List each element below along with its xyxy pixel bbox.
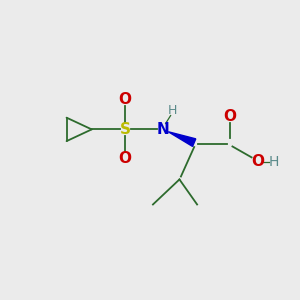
Text: H: H bbox=[268, 155, 279, 169]
Polygon shape bbox=[168, 132, 196, 146]
Text: N: N bbox=[157, 122, 169, 137]
Text: O: O bbox=[223, 109, 236, 124]
Text: O: O bbox=[118, 92, 131, 107]
Text: O: O bbox=[251, 154, 264, 169]
Text: S: S bbox=[119, 122, 130, 137]
Text: H: H bbox=[167, 104, 177, 117]
Text: O: O bbox=[118, 151, 131, 166]
